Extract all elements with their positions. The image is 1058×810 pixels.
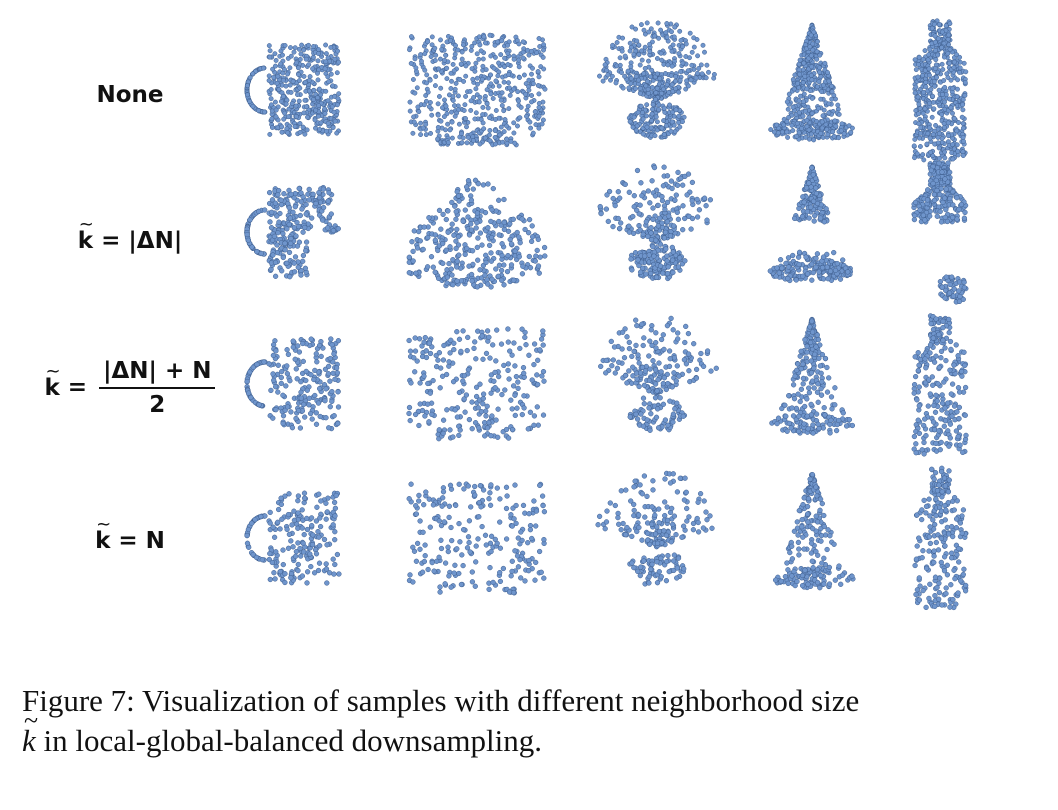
point-cloud-plant-row-4 [595, 470, 715, 587]
row-label-k-delta-n: k = |ΔN| [40, 214, 220, 254]
row-label-k-average: k = |ΔN| + N2 [40, 358, 220, 418]
point-cloud-cone-row-4 [772, 471, 856, 591]
row-label-none: None [96, 82, 164, 108]
point-cloud-mug-row-2 [244, 184, 341, 280]
caption-variable: k [22, 701, 38, 761]
figure: None k = |ΔN| k = |ΔN| + N2 k = N [0, 0, 1058, 640]
point-cloud-mug-row-1 [244, 42, 342, 137]
caption-line-1: Figure 7: Visualization of samples with … [22, 683, 860, 718]
point-cloud-mug-row-3 [244, 336, 342, 432]
point-cloud-plant-row-3 [598, 315, 719, 433]
point-cloud-monitor-row-4 [406, 481, 548, 596]
point-cloud-plant-row-1 [597, 20, 717, 140]
point-cloud-monitor-row-1 [407, 32, 548, 148]
point-cloud-plant-row-2 [597, 163, 714, 282]
point-cloud-bottle-row-1 [911, 18, 969, 163]
point-cloud-monitor-row-3 [406, 326, 547, 442]
point-cloud-cone-row-1 [768, 22, 855, 143]
point-cloud-bottle-row-3 [911, 313, 969, 457]
point-cloud-grid [244, 18, 969, 611]
row-label-k-n: k = N [40, 514, 220, 554]
point-cloud-bottle-row-4 [912, 465, 969, 611]
caption-line-2: k in local-global-balanced downsampling. [22, 701, 1042, 761]
point-cloud-bottle-row-2 [911, 159, 969, 305]
point-cloud-cone-row-3 [769, 316, 856, 436]
point-cloud-monitor-row-2 [406, 177, 548, 290]
point-cloud-mug-row-4 [244, 490, 342, 586]
figure-caption: Figure 7: Visualization of samples with … [22, 681, 1042, 761]
point-cloud-cone-row-2 [767, 164, 854, 284]
